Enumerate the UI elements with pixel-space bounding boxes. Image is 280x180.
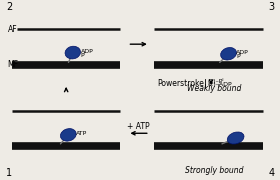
Text: Pᴵ: Pᴵ — [81, 53, 85, 58]
Text: 1: 1 — [6, 168, 12, 178]
Text: 3: 3 — [268, 2, 274, 12]
Ellipse shape — [60, 129, 76, 141]
Text: AF: AF — [8, 25, 17, 34]
Text: ADP: ADP — [236, 50, 249, 55]
Text: 2: 2 — [6, 2, 13, 12]
Text: ATP: ATP — [76, 131, 87, 136]
Text: Pᴵ: Pᴵ — [236, 54, 241, 59]
Text: Strongly bound: Strongly bound — [185, 166, 243, 175]
Text: 4: 4 — [268, 168, 274, 178]
Text: ADP: ADP — [81, 49, 93, 54]
Text: (2)–ADP: (2)–ADP — [208, 82, 232, 87]
Text: Powerstroke: Powerstroke — [157, 79, 204, 88]
Ellipse shape — [227, 132, 244, 144]
Text: Weakly bound: Weakly bound — [187, 84, 241, 93]
Text: + ATP: + ATP — [127, 122, 150, 131]
Text: (1)–Pᴵ: (1)–Pᴵ — [208, 78, 224, 84]
Ellipse shape — [221, 48, 236, 60]
Text: MF: MF — [8, 60, 19, 69]
Ellipse shape — [65, 46, 80, 59]
